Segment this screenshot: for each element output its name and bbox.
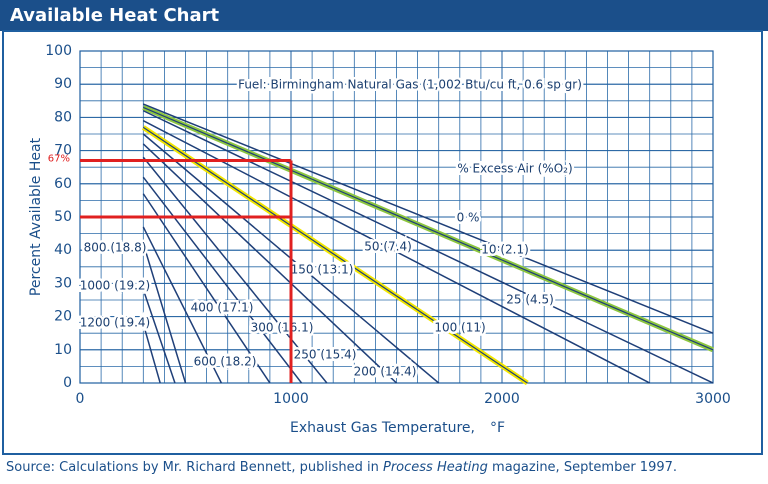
source-note: Source: Calculations by Mr. Richard Benn… <box>6 460 677 475</box>
series-label: 600 (18.2) <box>194 355 257 369</box>
y-tick-label: 100 <box>45 43 72 59</box>
series-line <box>142 243 187 384</box>
series-line <box>142 193 271 384</box>
header-bar <box>0 0 768 31</box>
y-axis-label: Percent Available Heat <box>28 137 44 296</box>
series-label: 0 % <box>457 211 480 225</box>
series-label: 1000 (19.2) <box>80 279 150 293</box>
series-line <box>140 316 161 384</box>
series-line <box>142 120 651 384</box>
legend-title: % Excess Air (%O₂) <box>457 162 572 176</box>
series-label: 200 (14.4) <box>354 365 417 379</box>
series-line <box>143 106 714 351</box>
series-line <box>140 283 176 384</box>
highlight-label: 67% <box>48 154 70 165</box>
y-tick-label: 40 <box>54 242 72 258</box>
series-label: 25 (4.5) <box>506 293 554 307</box>
source-text: magazine, September 1997. <box>488 460 677 475</box>
series-line <box>142 110 714 384</box>
series-line <box>142 226 223 384</box>
y-tick-label: 70 <box>54 143 72 159</box>
source-publication: Process Heating <box>383 460 488 475</box>
series-line <box>143 103 714 334</box>
panel-border <box>2 30 763 455</box>
y-tick-label: 60 <box>54 176 72 192</box>
series-line <box>142 176 303 384</box>
series-label: 50 (7.4) <box>364 240 412 254</box>
y-tick-label: 0 <box>63 375 72 391</box>
x-axis-unit: °F <box>490 420 505 436</box>
source-text: Source: Calculations by Mr. Richard Benn… <box>6 460 383 475</box>
series-line <box>142 156 328 384</box>
x-tick-label: 1000 <box>273 391 309 407</box>
series-line <box>142 143 398 384</box>
series-label: 250 (15.4) <box>294 348 357 362</box>
x-tick-label: 3000 <box>695 391 731 407</box>
x-axis-label: Exhaust Gas Temperature, <box>290 420 475 436</box>
y-tick-label: 10 <box>54 342 72 358</box>
series-label: 400 (17.1) <box>191 301 254 315</box>
series-label: 10 (2.1) <box>481 243 529 257</box>
series-line <box>142 126 528 384</box>
series-label: 300 (16.1) <box>251 321 314 335</box>
y-tick-label: 80 <box>54 109 72 125</box>
series-label: 1200 (19.4) <box>80 316 150 330</box>
fuel-annotation: Fuel: Birmingham Natural Gas (1,002 Btu/… <box>238 78 582 92</box>
x-tick-label: 0 <box>76 391 85 407</box>
y-tick-label: 20 <box>54 309 72 325</box>
series-label: 100 (11) <box>434 321 485 335</box>
series-label: 800 (18.8) <box>84 241 147 255</box>
y-tick-label: 50 <box>54 209 72 225</box>
y-tick-label: 30 <box>54 275 72 291</box>
x-tick-label: 2000 <box>484 391 520 407</box>
y-tick-label: 90 <box>54 76 72 92</box>
series-label: 150 (13.1) <box>291 263 354 277</box>
chart-title: Available Heat Chart <box>10 5 220 26</box>
